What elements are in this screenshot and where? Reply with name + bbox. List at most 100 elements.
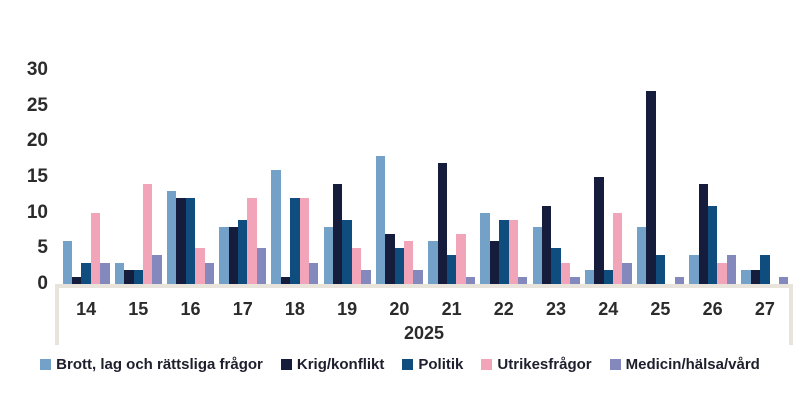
legend-label: Medicin/hälsa/vård	[625, 356, 760, 373]
bar	[570, 276, 580, 284]
bar	[622, 262, 632, 284]
bar	[517, 276, 528, 284]
legend-label: Utrikesfrågor	[497, 356, 592, 373]
bar	[646, 91, 656, 284]
bar	[446, 255, 457, 284]
bar	[124, 269, 134, 284]
bar	[655, 255, 666, 284]
bar	[100, 262, 110, 284]
legend-item: Brott, lag och rättsliga frågor	[40, 356, 263, 373]
legend-swatch	[402, 359, 414, 370]
y-axis-tick-label: 10	[26, 201, 48, 223]
bar	[62, 241, 72, 284]
bar	[428, 241, 438, 284]
x-axis-tick-label: 25	[650, 299, 671, 319]
bar	[90, 212, 101, 284]
legend-item: Utrikesfrågor	[481, 356, 592, 373]
bar	[323, 226, 334, 284]
x-axis-tick-label: 23	[546, 299, 567, 319]
bar	[143, 184, 153, 284]
legend-item: Medicin/hälsa/vård	[609, 356, 760, 373]
legend-item: Krig/konflikt	[280, 356, 385, 373]
bar	[437, 162, 447, 284]
bar	[741, 269, 751, 284]
legend: Brott, lag och rättsliga frågor Krig/konf…	[0, 356, 800, 373]
x-axis-tick-label: 20	[389, 299, 410, 319]
axis-baseline	[55, 284, 793, 288]
bar	[612, 212, 623, 284]
bar	[689, 255, 699, 284]
bar	[176, 198, 186, 284]
bar	[584, 269, 595, 284]
bar	[114, 262, 125, 284]
x-axis-tick-label: 26	[702, 299, 723, 319]
bar	[594, 177, 604, 284]
bar	[750, 269, 761, 284]
bar	[726, 255, 737, 284]
bar	[247, 198, 257, 284]
bar	[480, 212, 490, 284]
bar	[560, 262, 571, 284]
bar	[280, 276, 291, 284]
bar	[707, 205, 718, 284]
y-axis-tick-label: 15	[26, 166, 48, 187]
y-axis-tick-label: 0	[37, 273, 48, 294]
bar	[133, 269, 143, 284]
y-axis-tick-label: 30	[26, 59, 48, 80]
bar	[375, 155, 386, 284]
bar	[698, 184, 708, 284]
bar	[532, 226, 542, 284]
legend-swatch	[280, 359, 292, 370]
x-axis-tick-label: 27	[754, 299, 775, 319]
bar	[361, 269, 371, 284]
legend-swatch	[40, 359, 52, 370]
bar	[81, 262, 91, 284]
x-axis-tick-label: 19	[337, 299, 358, 319]
bar	[333, 184, 343, 284]
legend-label: Politik	[418, 356, 464, 373]
legend-label: Krig/konflikt	[296, 356, 385, 373]
bar	[290, 198, 300, 284]
x-axis-tick-label: 21	[441, 299, 462, 319]
bar	[551, 248, 561, 284]
bar	[271, 169, 281, 284]
x-axis-tick-label: 17	[232, 299, 253, 319]
bar	[394, 248, 405, 284]
bar	[228, 226, 239, 284]
bar	[508, 219, 518, 284]
bar	[760, 255, 770, 284]
bar	[72, 276, 82, 284]
bar	[499, 219, 509, 284]
bar	[404, 241, 414, 284]
bar	[152, 255, 162, 284]
bar	[385, 234, 395, 284]
bar	[541, 205, 552, 284]
legend-label: Brott, lag och rättsliga frågor	[56, 356, 263, 373]
bar	[195, 248, 205, 284]
bar	[342, 219, 352, 284]
x-axis-tick-label: 14	[76, 299, 97, 319]
x-axis-tick-label: 18	[284, 299, 305, 319]
y-axis-tick-label: 5	[37, 237, 48, 259]
y-axis-tick-label: 20	[26, 130, 48, 152]
bar	[717, 262, 727, 284]
legend-item: Politik	[402, 356, 463, 373]
bar	[489, 241, 500, 284]
bar	[413, 269, 423, 284]
bar	[465, 276, 476, 284]
bar	[299, 198, 310, 284]
bar	[778, 276, 789, 284]
bar	[674, 276, 684, 284]
bar	[636, 226, 647, 284]
x-axis-tick-label: 22	[493, 299, 514, 319]
bar	[185, 198, 196, 284]
bar	[204, 262, 215, 284]
x-axis-tick-label: 16	[180, 299, 201, 319]
axis-frame-right	[789, 284, 793, 345]
axis-frame-left	[55, 284, 59, 345]
bar	[167, 191, 177, 284]
bar	[238, 219, 248, 284]
legend-swatch	[481, 359, 493, 370]
x-axis-tick-label: 15	[128, 299, 149, 319]
